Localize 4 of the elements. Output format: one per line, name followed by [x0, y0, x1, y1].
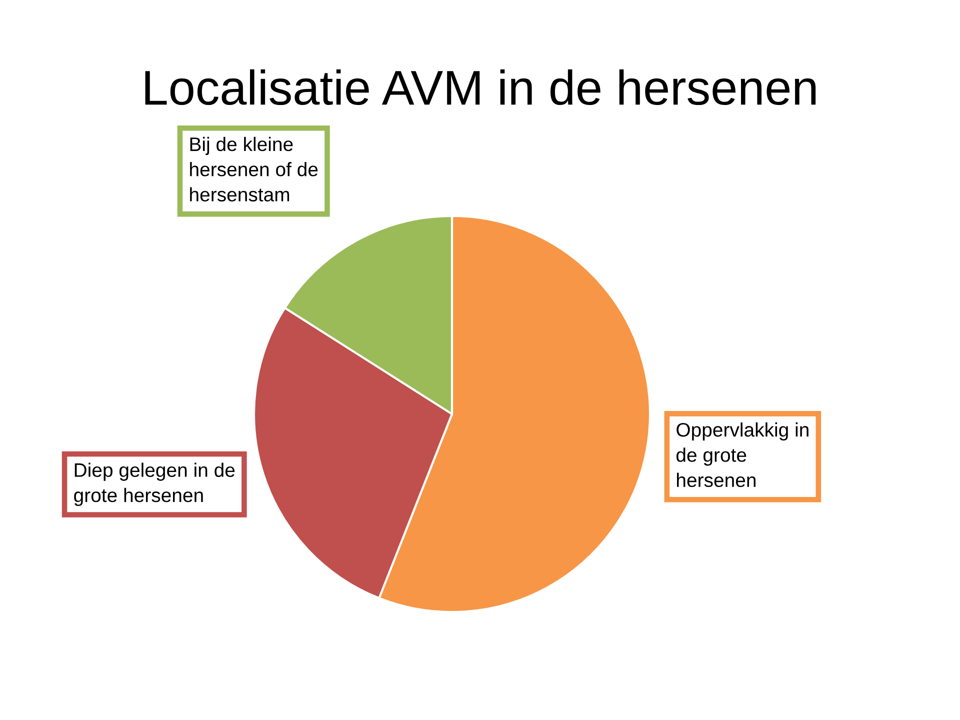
slice-label: Diep gelegen in de grote hersenen — [74, 462, 235, 506]
slice-label: Bij de kleine hersenen of de hersenstam — [190, 136, 318, 202]
chart-title: Localisatie AVM in de hersenen — [145, 69, 816, 106]
slice-label: Oppervlakkig in de grote hersenen — [676, 422, 808, 488]
